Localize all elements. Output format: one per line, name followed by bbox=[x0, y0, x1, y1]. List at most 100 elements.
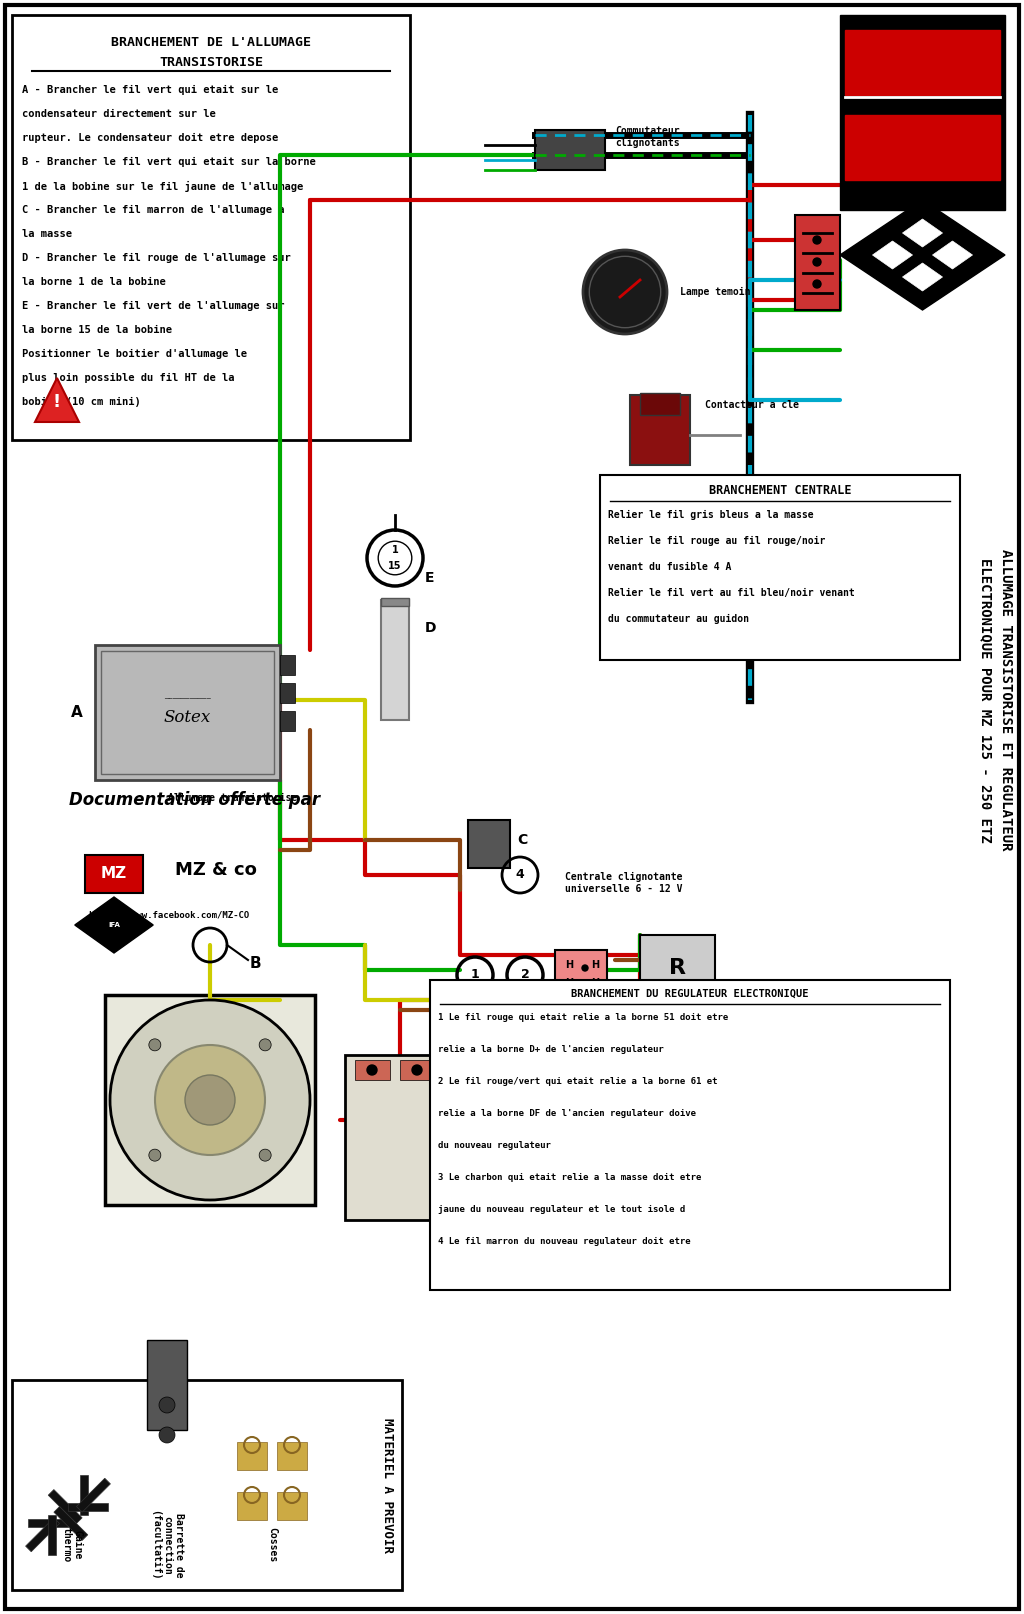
Bar bbox=[845, 115, 1000, 181]
Bar bbox=[68, 1503, 108, 1511]
Text: Sotex: Sotex bbox=[164, 709, 211, 726]
Text: MZ: MZ bbox=[101, 867, 127, 881]
Text: H: H bbox=[591, 960, 599, 970]
Text: bobine (10 cm mini): bobine (10 cm mini) bbox=[22, 397, 140, 407]
Text: C - Brancher le fil marron de l'allumage a: C - Brancher le fil marron de l'allumage… bbox=[22, 205, 285, 215]
Bar bbox=[600, 475, 961, 660]
Text: H: H bbox=[591, 978, 599, 988]
Text: MZ & co: MZ & co bbox=[175, 860, 257, 880]
Bar bbox=[54, 1506, 88, 1540]
Text: Z: Z bbox=[904, 121, 941, 169]
Text: B - Brancher le fil vert qui etait sur la borne: B - Brancher le fil vert qui etait sur l… bbox=[22, 157, 315, 166]
Text: BRANCHEMENT DE L'ALLUMAGE: BRANCHEMENT DE L'ALLUMAGE bbox=[111, 37, 311, 50]
Text: du commutateur au guidon: du commutateur au guidon bbox=[608, 613, 749, 625]
Bar bbox=[105, 994, 315, 1206]
Text: Cosses: Cosses bbox=[267, 1527, 278, 1562]
Text: 4 Le fil marron du nouveau regulateur doit etre: 4 Le fil marron du nouveau regulateur do… bbox=[438, 1238, 690, 1246]
Bar bbox=[278, 1441, 307, 1470]
Text: la borne 15 de la bobine: la borne 15 de la bobine bbox=[22, 324, 172, 336]
Text: 1 Le fil rouge qui etait relie a la borne 51 doit etre: 1 Le fil rouge qui etait relie a la born… bbox=[438, 1014, 728, 1023]
Text: Barrette de
connection
(facultatif): Barrette de connection (facultatif) bbox=[151, 1509, 183, 1580]
Bar bbox=[381, 599, 409, 605]
Text: 1: 1 bbox=[391, 546, 398, 555]
Text: Relier le fil vert au fil bleu/noir venant: Relier le fil vert au fil bleu/noir vena… bbox=[608, 587, 855, 599]
Text: H: H bbox=[565, 978, 573, 988]
Bar bbox=[490, 1060, 525, 1080]
Bar bbox=[48, 1516, 56, 1554]
Text: H: H bbox=[565, 960, 573, 970]
Circle shape bbox=[813, 258, 821, 266]
Polygon shape bbox=[902, 220, 942, 247]
Text: 4: 4 bbox=[516, 868, 524, 881]
Bar bbox=[101, 650, 274, 775]
Text: Relier le fil gris bleus a la masse: Relier le fil gris bleus a la masse bbox=[608, 510, 814, 520]
Text: Gaine
thermo: Gaine thermo bbox=[61, 1527, 83, 1562]
Bar bbox=[640, 392, 680, 415]
Text: H: H bbox=[591, 996, 599, 1006]
Text: 2 Le fil rouge/vert qui etait relie a la borne 61 et: 2 Le fil rouge/vert qui etait relie a la… bbox=[438, 1078, 718, 1086]
Text: Documentation offerte par: Documentation offerte par bbox=[70, 791, 321, 809]
Text: du nouveau regulateur: du nouveau regulateur bbox=[438, 1141, 551, 1151]
Circle shape bbox=[148, 1149, 161, 1160]
Circle shape bbox=[259, 1149, 271, 1160]
Text: !: ! bbox=[53, 392, 61, 412]
Text: Centrale clignotante
universelle 6 - 12 V: Centrale clignotante universelle 6 - 12 … bbox=[565, 872, 683, 894]
Bar bbox=[845, 31, 1000, 95]
Text: 3 Le charbon qui etait relie a la masse doit etre: 3 Le charbon qui etait relie a la masse … bbox=[438, 1173, 701, 1183]
Circle shape bbox=[110, 1001, 310, 1199]
Circle shape bbox=[502, 1065, 512, 1075]
Bar bbox=[445, 1060, 480, 1080]
Bar bbox=[85, 855, 143, 893]
Text: relie a la borne DF de l'ancien regulateur doive: relie a la borne DF de l'ancien regulate… bbox=[438, 1109, 696, 1119]
Text: 1: 1 bbox=[471, 968, 479, 981]
Text: 2: 2 bbox=[520, 968, 529, 981]
Text: ELECTRONIQUE POUR MZ 125 - 250 ETZ: ELECTRONIQUE POUR MZ 125 - 250 ETZ bbox=[979, 557, 993, 843]
Circle shape bbox=[259, 1039, 271, 1051]
Circle shape bbox=[155, 1044, 265, 1156]
Text: MATERIEL A PREVOIR: MATERIEL A PREVOIR bbox=[381, 1417, 393, 1553]
Circle shape bbox=[457, 1065, 467, 1075]
Text: R: R bbox=[669, 957, 686, 978]
Text: TRANSISTORISE: TRANSISTORISE bbox=[159, 56, 263, 69]
Text: la borne 1 de la bobine: la borne 1 de la bobine bbox=[22, 278, 166, 287]
Bar bbox=[237, 1441, 267, 1470]
Bar bbox=[237, 1491, 267, 1520]
Text: Positionner le boitier d'allumage le: Positionner le boitier d'allumage le bbox=[22, 349, 247, 358]
Text: A - Brancher le fil vert qui etait sur le: A - Brancher le fil vert qui etait sur l… bbox=[22, 86, 279, 95]
Polygon shape bbox=[902, 263, 942, 291]
Circle shape bbox=[582, 965, 588, 972]
Bar bbox=[535, 131, 605, 169]
Circle shape bbox=[583, 250, 667, 334]
Bar bbox=[355, 1060, 390, 1080]
Bar bbox=[278, 1491, 307, 1520]
Polygon shape bbox=[840, 200, 1005, 310]
Polygon shape bbox=[872, 240, 912, 270]
Text: Contacteur a cle: Contacteur a cle bbox=[705, 400, 799, 410]
Text: D - Brancher le fil rouge de l'allumage sur: D - Brancher le fil rouge de l'allumage … bbox=[22, 253, 291, 263]
Text: Relier le fil rouge au fil rouge/noir: Relier le fil rouge au fil rouge/noir bbox=[608, 536, 825, 546]
Bar bbox=[430, 980, 950, 1290]
Bar bbox=[12, 1380, 402, 1590]
Bar bbox=[26, 1517, 59, 1551]
Text: rupteur. Le condensateur doit etre depose: rupteur. Le condensateur doit etre depos… bbox=[22, 132, 279, 144]
Circle shape bbox=[813, 279, 821, 287]
Circle shape bbox=[159, 1427, 175, 1443]
Text: IFA: IFA bbox=[109, 922, 120, 928]
Bar bbox=[77, 1478, 111, 1512]
Text: plus loin possible du fil HT de la: plus loin possible du fil HT de la bbox=[22, 373, 234, 383]
Text: Lampe temoin: Lampe temoin bbox=[680, 287, 751, 297]
Text: jaune du nouveau regulateur et le tout isole d: jaune du nouveau regulateur et le tout i… bbox=[438, 1206, 685, 1214]
Bar bbox=[400, 1060, 435, 1080]
Bar bbox=[280, 712, 295, 731]
Bar bbox=[468, 820, 510, 868]
Polygon shape bbox=[933, 240, 973, 270]
Circle shape bbox=[367, 1065, 377, 1075]
Text: https://www.facebook.com/MZ-CO: https://www.facebook.com/MZ-CO bbox=[88, 910, 249, 920]
Text: E - Brancher le fil vert de l'allumage sur: E - Brancher le fil vert de l'allumage s… bbox=[22, 300, 285, 312]
Text: venant du fusible 4 A: venant du fusible 4 A bbox=[608, 562, 731, 571]
Bar bbox=[840, 15, 1005, 210]
Text: H: H bbox=[565, 996, 573, 1006]
Text: M: M bbox=[898, 39, 947, 87]
Circle shape bbox=[148, 1039, 161, 1051]
Text: A: A bbox=[71, 705, 83, 720]
